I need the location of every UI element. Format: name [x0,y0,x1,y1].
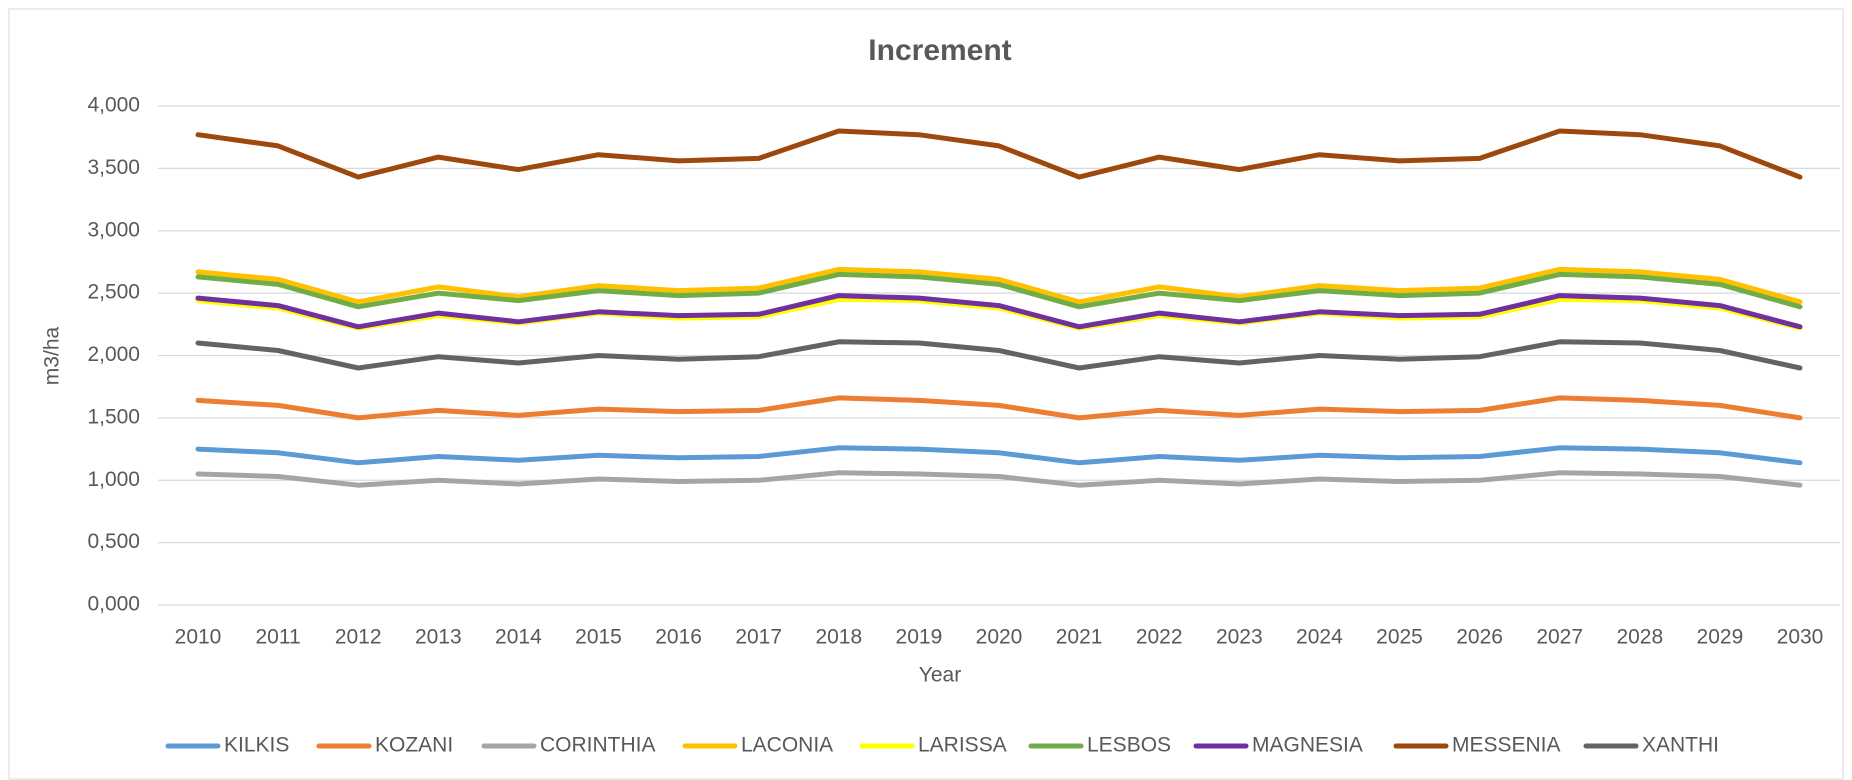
legend-label: MESSENIA [1452,734,1561,757]
y-tick-label: 3,000 [87,218,140,241]
legend-label: MAGNESIA [1252,734,1363,757]
x-tick-label: 2014 [495,626,542,649]
x-axis-title: Year [919,664,961,687]
x-tick-label: 2022 [1136,626,1183,649]
x-tick-label: 2030 [1777,626,1824,649]
series-line [195,266,1803,305]
x-tick-label: 2013 [415,626,462,649]
y-tick-label: 0,500 [87,530,140,553]
series-line [195,128,1803,180]
x-tick-label: 2025 [1376,626,1423,649]
series-line [195,470,1803,488]
x-tick-label: 2020 [976,626,1023,649]
series-line [195,271,1803,310]
legend-label: LESBOS [1087,734,1171,757]
x-tick-label: 2027 [1536,626,1583,649]
x-tick-label: 2018 [815,626,862,649]
series-line [195,293,1803,330]
legend-label: XANTHI [1642,734,1719,757]
x-tick-label: 2029 [1697,626,1744,649]
legend-label: KOZANI [375,734,453,757]
series-line [195,445,1803,466]
x-tick-label: 2012 [335,626,382,649]
x-tick-label: 2026 [1456,626,1503,649]
legend-label: KILKIS [224,734,289,757]
y-tick-label: 2,500 [87,281,140,304]
x-tick-label: 2023 [1216,626,1263,649]
x-tick-label: 2028 [1616,626,1663,649]
y-tick-label: 0,000 [87,593,140,616]
y-tick-label: 1,000 [87,468,140,491]
x-tick-label: 2015 [575,626,622,649]
legend-label: LACONIA [741,734,833,757]
legend-label: LARISSA [918,734,1007,757]
x-tick-label: 2019 [896,626,943,649]
y-tick-label: 4,000 [87,94,140,117]
y-axis-title: m3/ha [41,327,64,386]
chart-title: Increment [868,34,1011,67]
x-tick-label: 2021 [1056,626,1103,649]
x-tick-label: 2011 [256,626,301,649]
x-tick-label: 2024 [1296,626,1343,649]
y-tick-label: 1,500 [87,405,140,428]
legend-label: CORINTHIA [540,734,656,757]
x-tick-label: 2016 [655,626,702,649]
y-tick-label: 3,500 [87,156,140,179]
series-line [195,395,1803,421]
y-tick-label: 2,000 [87,343,140,366]
x-tick-label: 2010 [175,626,222,649]
series-line [195,339,1803,371]
x-tick-label: 2017 [735,626,782,649]
